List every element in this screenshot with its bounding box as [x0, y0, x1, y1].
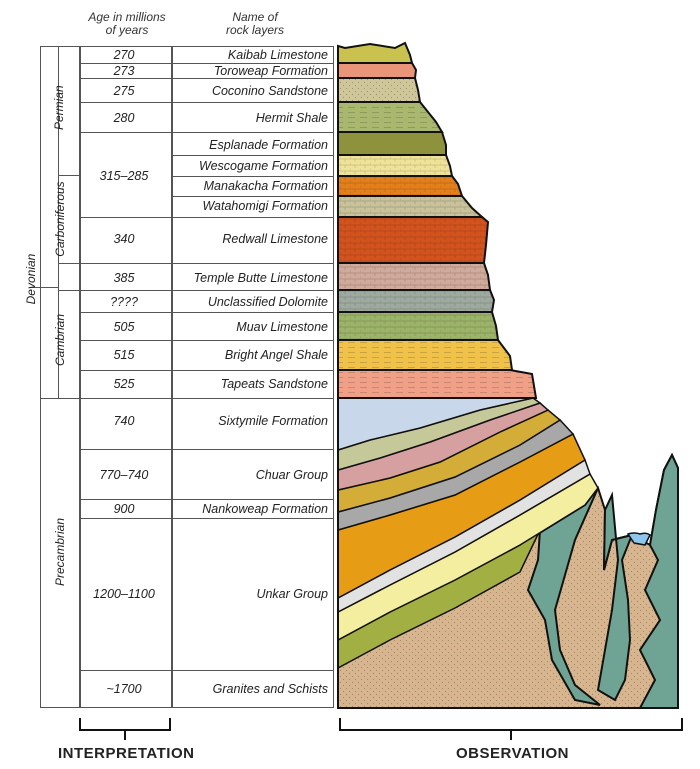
name-header-line1: Name of	[232, 10, 278, 24]
toroweap-formation-layer	[337, 62, 418, 79]
row-divider	[172, 155, 334, 156]
age-nankoweap: 900	[113, 502, 135, 516]
schist-intrusion-2	[596, 491, 634, 702]
age-unclassified: ????	[110, 295, 138, 309]
row-divider	[80, 499, 334, 500]
name-hermit: Hermit Shale	[255, 111, 328, 125]
name-column-header: Name of rock layers	[200, 11, 310, 37]
row-divider	[80, 312, 334, 313]
era-column	[40, 46, 80, 708]
row-divider	[80, 217, 334, 218]
observation-label: OBSERVATION	[456, 745, 570, 762]
name-unclassified: Unclassified Dolomite	[207, 295, 328, 309]
age-header-line2: of years	[105, 23, 149, 37]
kaibab-limestone-layer	[337, 41, 414, 64]
age-toroweap: 273	[113, 64, 135, 78]
era-divider-cambrian-bottom	[40, 398, 80, 399]
name-chuar: Chuar Group	[255, 468, 328, 482]
name-sixtymile: Sixtymile Formation	[218, 414, 328, 428]
name-bright-angel: Bright Angel Shale	[224, 348, 328, 362]
row-divider	[80, 340, 334, 341]
name-kaibab: Kaibab Limestone	[227, 48, 328, 62]
age-column	[80, 46, 172, 708]
row-divider	[80, 398, 334, 399]
name-tapeats: Tapeats Sandstone	[220, 377, 328, 391]
name-toroweap: Toroweap Formation	[213, 64, 328, 78]
schist-intrusion-3	[638, 452, 679, 709]
row-divider	[80, 132, 334, 133]
row-divider	[80, 518, 334, 519]
age-redwall: 340	[113, 232, 135, 246]
age-granite: ~1700	[106, 682, 142, 696]
name-watahomigi: Watahomigi Formation	[202, 199, 328, 213]
schist-intrusion-1	[519, 487, 601, 706]
row-divider	[172, 196, 334, 197]
age-coconino: 275	[113, 84, 135, 98]
observation-bracket	[339, 718, 683, 740]
age-hermit: 280	[113, 111, 135, 125]
era-divider-permian-bottom	[58, 175, 80, 176]
name-header-line2: rock layers	[225, 23, 284, 37]
name-temple-butte: Temple Butte Limestone	[193, 271, 328, 285]
devonian-tick	[30, 287, 58, 288]
era-inner-line	[58, 46, 59, 398]
age-bright-angel: 515	[113, 348, 135, 362]
age-unkar: 1200–1100	[93, 587, 155, 601]
name-esplanade: Esplanade Formation	[209, 138, 328, 152]
name-unkar: Unkar Group	[256, 587, 328, 601]
age-sixtymile: 740	[113, 414, 135, 428]
age-kaibab: 270	[113, 48, 135, 62]
row-divider	[80, 263, 334, 264]
age-manakacha: 315–285	[99, 169, 149, 183]
name-redwall: Redwall Limestone	[222, 232, 328, 246]
era-divider-carboniferous-bottom	[58, 263, 80, 264]
row-divider	[80, 449, 334, 450]
name-muav: Muav Limestone	[236, 320, 328, 334]
age-header-line1: Age in millions	[88, 10, 166, 24]
age-tapeats: 525	[113, 377, 135, 391]
interpretation-bracket	[79, 718, 171, 740]
row-divider	[172, 176, 334, 177]
age-muav: 505	[113, 320, 135, 334]
name-column	[172, 46, 334, 708]
esplanade-formation-layer	[337, 131, 447, 156]
row-divider	[80, 290, 334, 291]
name-granite: Granites and Schists	[212, 682, 328, 696]
era-divider-devonian-bottom	[58, 290, 80, 291]
row-divider	[80, 78, 334, 79]
name-wescogame: Wescogame Formation	[199, 159, 328, 173]
colorado-river	[626, 532, 651, 546]
row-divider	[80, 370, 334, 371]
row-divider	[80, 63, 334, 64]
age-chuar: 770–740	[99, 468, 149, 482]
row-divider	[80, 670, 334, 671]
age-temple-butte: 385	[113, 271, 135, 285]
name-coconino: Coconino Sandstone	[211, 84, 328, 98]
interpretation-label: INTERPRETATION	[58, 745, 195, 762]
row-divider	[80, 102, 334, 103]
name-nankoweap: Nankoweap Formation	[202, 502, 328, 516]
name-manakacha: Manakacha Formation	[203, 179, 328, 193]
age-column-header: Age in millions of years	[80, 11, 174, 37]
